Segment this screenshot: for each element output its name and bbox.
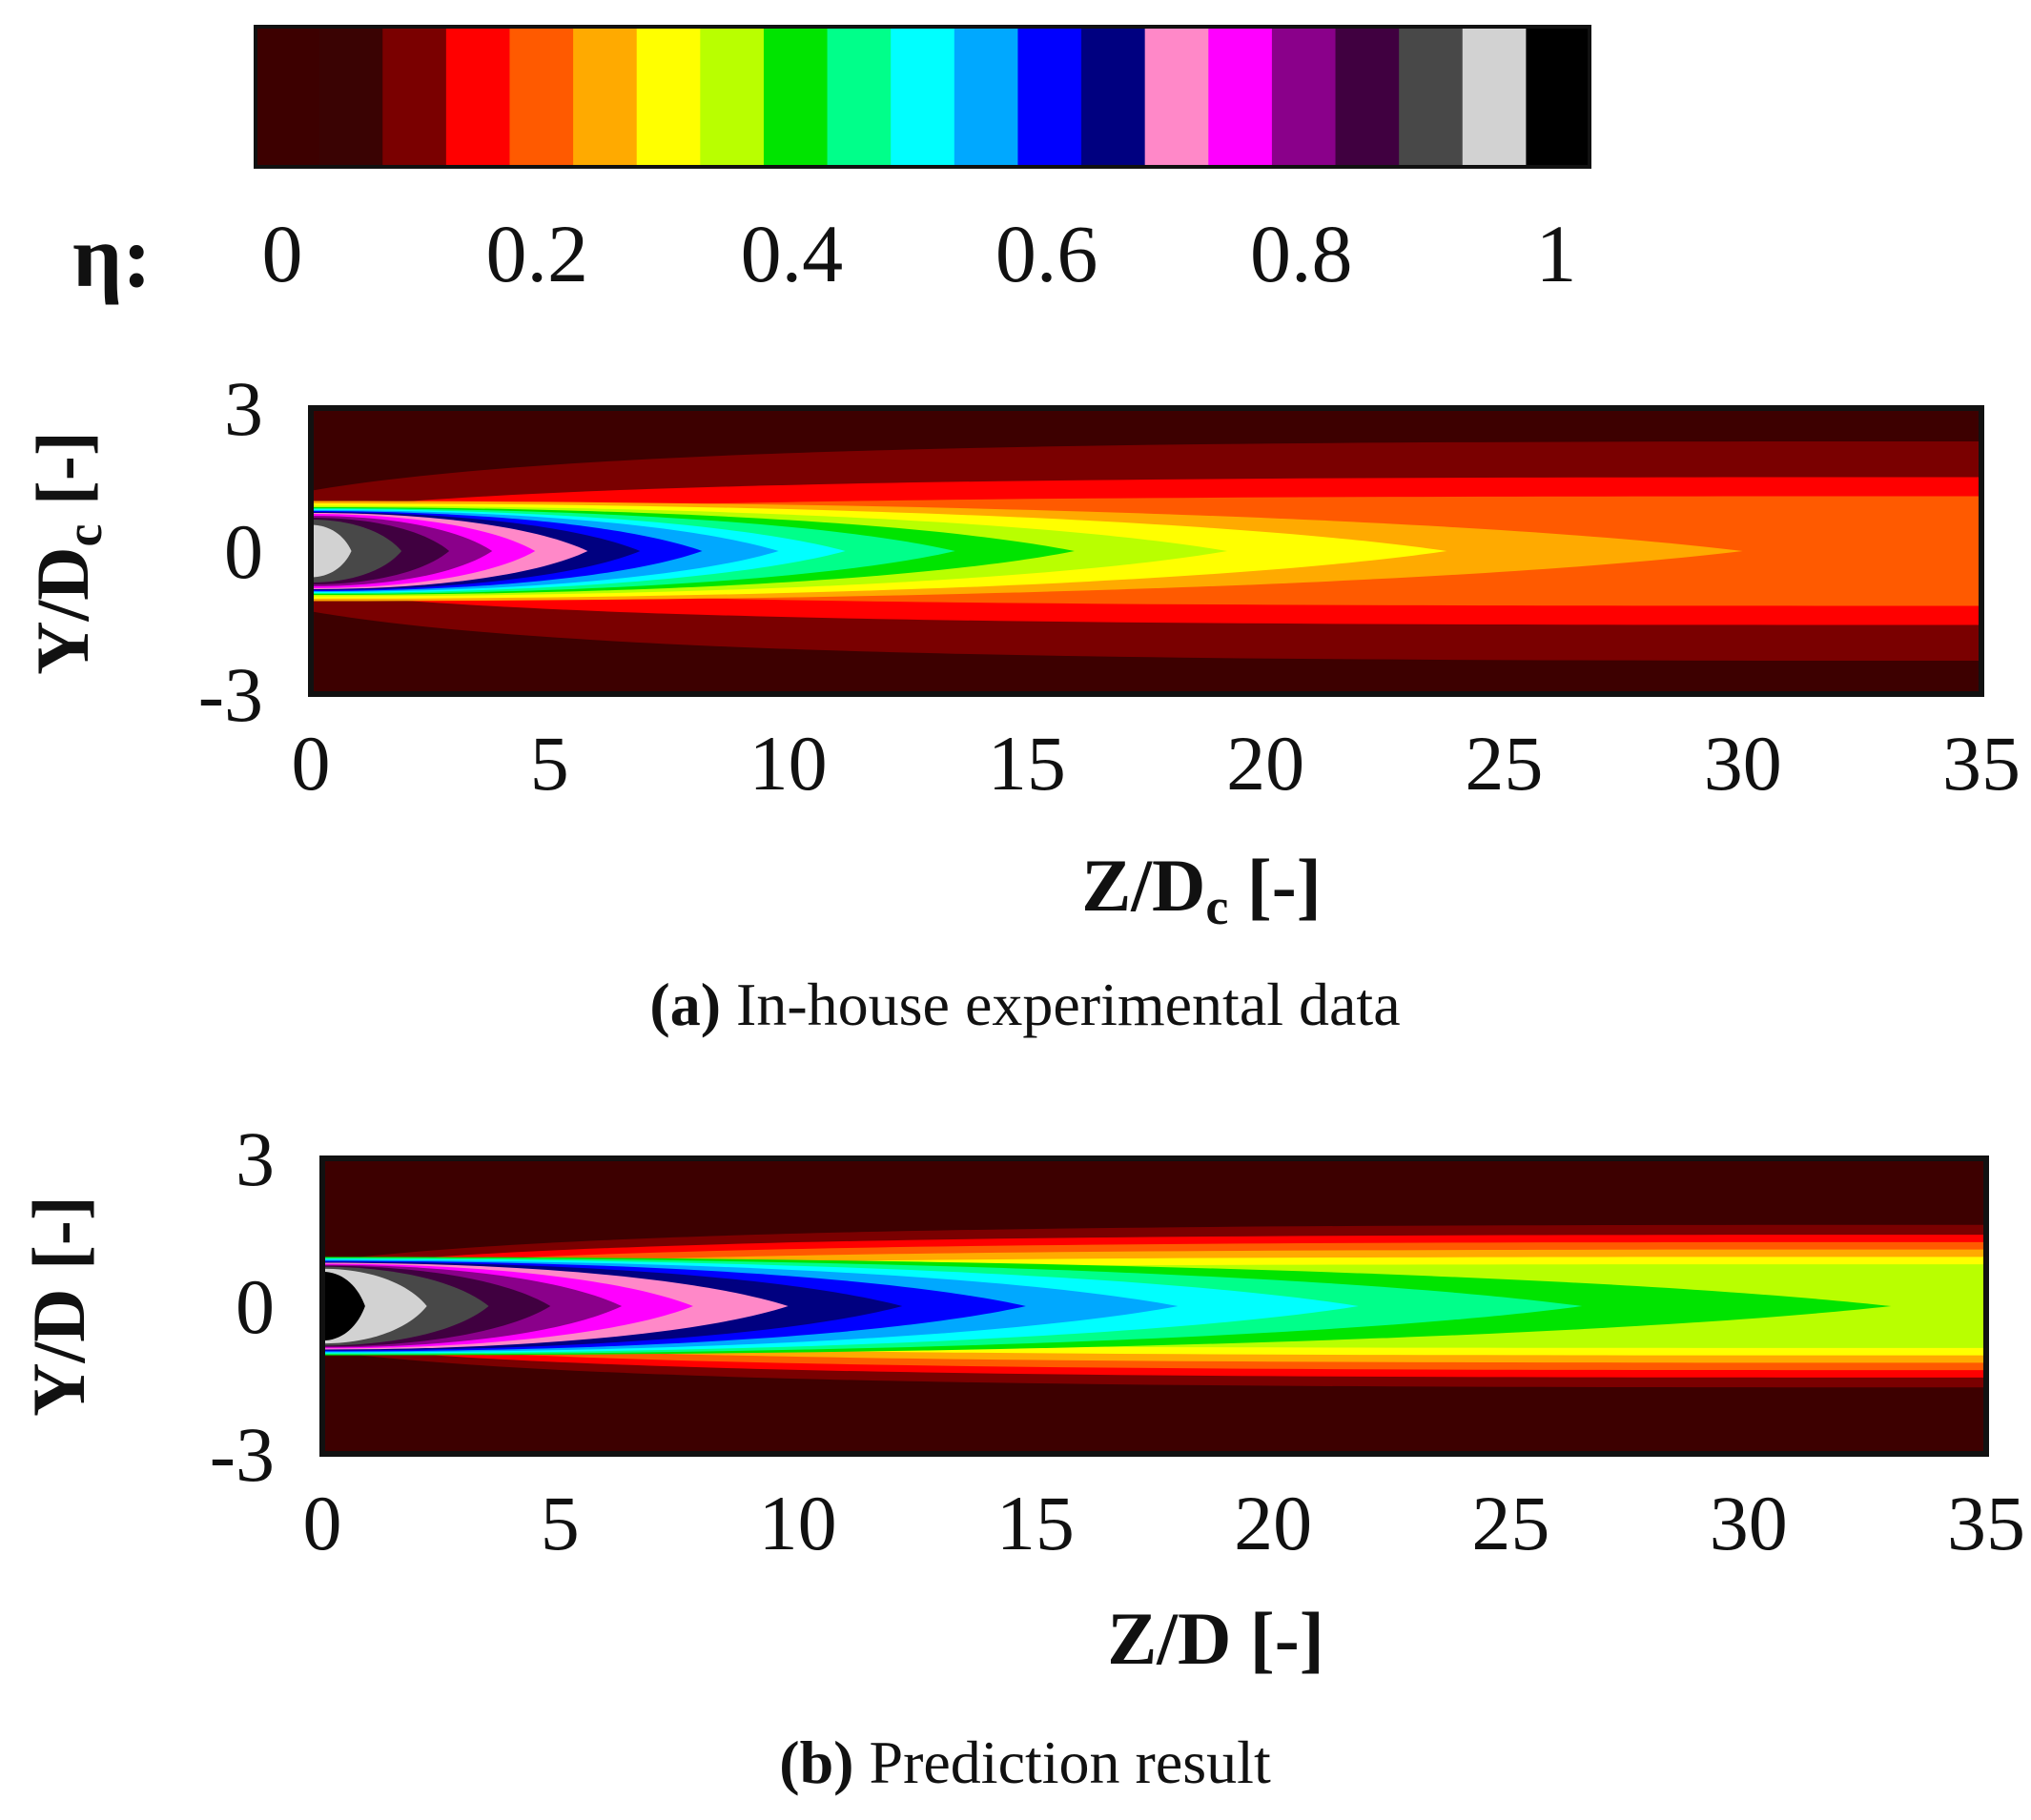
x-tick-label: 5 (541, 1480, 580, 1566)
panel-a-y-ticks: 3 0 -3 (198, 365, 263, 738)
x-tick-label: 35 (1947, 1480, 2025, 1566)
colorbar-swatch (318, 27, 383, 167)
y-tick-label: 3 (224, 365, 263, 452)
colorbar-tick-label: 1 (1536, 208, 1577, 299)
colorbar-swatch (1462, 27, 1527, 167)
colorbar-swatch (827, 27, 892, 167)
panel-b-y-ticks: 3 0 -3 (210, 1115, 275, 1498)
colorbar-swatch (509, 27, 574, 167)
colorbar-tick-label: 0.6 (995, 208, 1098, 299)
x-tick-label: 30 (1704, 720, 1782, 807)
colorbar-swatch (573, 27, 638, 167)
colorbar-swatch (700, 27, 765, 167)
colorbar-swatch (1271, 27, 1337, 167)
contour-level (311, 524, 352, 578)
colorbar-tick-label: 0.8 (1250, 208, 1353, 299)
contour-level (322, 1271, 365, 1341)
colorbar-swatch (636, 27, 701, 167)
x-tick-label: 5 (530, 720, 569, 807)
y-tick-label: 0 (236, 1263, 275, 1350)
colorbar-swatch (1017, 27, 1082, 167)
panel-a: 0 5 10 15 20 25 30 35 30-3 Z/Dc [-] Y/Dc [-] (a… (21, 365, 2021, 1038)
x-tick-label: 10 (759, 1480, 837, 1566)
colorbar-swatch (1335, 27, 1400, 167)
x-tick-label: 0 (292, 720, 331, 807)
panel-a-caption-paren-open: ( (649, 971, 669, 1038)
x-tick-label: 0 (303, 1480, 342, 1566)
colorbar-tick-label: 0.4 (741, 208, 844, 299)
colorbar-symbol: η: (72, 208, 152, 305)
panel-a-caption: (a) In-house experimental data (649, 971, 1400, 1038)
panel-b-y-axis-title: Y/D [-] (17, 1196, 100, 1417)
colorbar-swatch (1208, 27, 1273, 167)
colorbar (254, 25, 1591, 169)
panel-b-x-axis-title: Z/D [-] (1107, 1597, 1323, 1680)
y-tick-label: -3 (210, 1411, 275, 1498)
colorbar-swatch (763, 27, 829, 167)
colorbar-swatch (445, 27, 511, 167)
x-tick-label: 10 (749, 720, 828, 807)
plot-frame (319, 1155, 1989, 1457)
colorbar-swatch (256, 27, 320, 167)
colorbar-swatch (954, 27, 1019, 167)
x-tick-label: 15 (996, 1480, 1075, 1566)
panel-b-x-ticks: 0 5 10 15 20 25 30 35 (303, 1480, 2026, 1566)
panel-a-plot (308, 405, 1984, 697)
panel-b: 0 5 10 15 20 25 30 35 30-3 Z/D [-] Y/D [-] (b) … (17, 1115, 2026, 1796)
x-tick-label: 25 (1471, 1480, 1549, 1566)
panel-a-x-axis-title: Z/Dc [-] (1081, 844, 1321, 935)
colorbar-tick-label: 0.2 (485, 208, 588, 299)
x-tick-label: 35 (1942, 720, 2021, 807)
colorbar-swatch (1081, 27, 1146, 167)
y-tick-label: 3 (236, 1115, 275, 1202)
colorbar-labels: 0 0.2 0.4 0.6 0.8 1 (262, 208, 1577, 299)
y-tick-label: 0 (224, 508, 263, 595)
x-tick-label: 20 (1234, 1480, 1312, 1566)
y-tick-label: -3 (198, 651, 263, 738)
panel-b-caption: (b) Prediction result (779, 1728, 1271, 1796)
colorbar-tick-label: 0 (262, 208, 303, 299)
colorbar-swatch (1399, 27, 1464, 167)
colorbar-swatch (1526, 27, 1590, 167)
plot-frame (308, 405, 1984, 697)
x-tick-label: 15 (988, 720, 1066, 807)
panel-a-x-ticks: 0 5 10 15 20 25 30 35 (292, 720, 2021, 807)
panel-b-plot (319, 1155, 1989, 1457)
colorbar-swatch (382, 27, 447, 167)
colorbar-frame (254, 25, 1591, 169)
x-tick-label: 30 (1710, 1480, 1788, 1566)
x-tick-label: 25 (1465, 720, 1543, 807)
colorbar-swatch (891, 27, 955, 167)
panel-a-y-axis-title: Y/Dc [-] (21, 431, 113, 675)
x-tick-label: 20 (1226, 720, 1304, 807)
colorbar-swatch (1144, 27, 1209, 167)
